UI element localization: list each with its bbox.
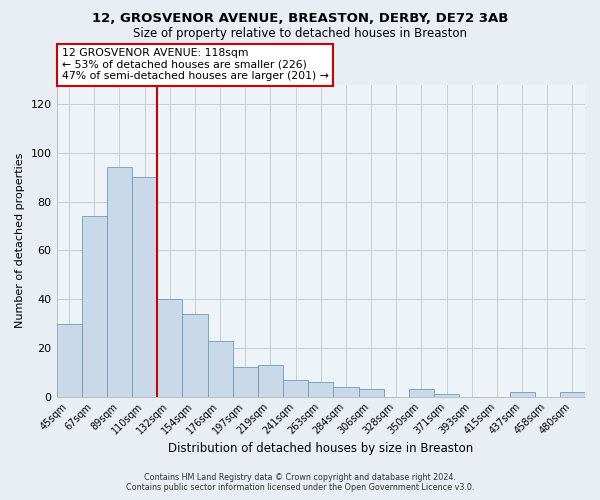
Bar [308, 382, 334, 397]
Bar [82, 216, 107, 397]
Bar [182, 314, 208, 397]
Text: Contains HM Land Registry data © Crown copyright and database right 2024.
Contai: Contains HM Land Registry data © Crown c… [126, 473, 474, 492]
Bar [157, 299, 182, 397]
Bar [56, 324, 82, 397]
X-axis label: Distribution of detached houses by size in Breaston: Distribution of detached houses by size … [168, 442, 473, 455]
Bar [132, 177, 157, 397]
Bar [509, 392, 535, 397]
Bar [409, 390, 434, 397]
Text: Size of property relative to detached houses in Breaston: Size of property relative to detached ho… [133, 28, 467, 40]
Bar [283, 380, 308, 397]
Text: 12, GROSVENOR AVENUE, BREASTON, DERBY, DE72 3AB: 12, GROSVENOR AVENUE, BREASTON, DERBY, D… [92, 12, 508, 26]
Bar [434, 394, 459, 397]
Bar [334, 387, 359, 397]
Bar [208, 340, 233, 397]
Text: 12 GROSVENOR AVENUE: 118sqm
← 53% of detached houses are smaller (226)
47% of se: 12 GROSVENOR AVENUE: 118sqm ← 53% of det… [62, 48, 329, 82]
Bar [107, 168, 132, 397]
Bar [560, 392, 585, 397]
Y-axis label: Number of detached properties: Number of detached properties [15, 153, 25, 328]
Bar [233, 368, 258, 397]
Bar [359, 390, 383, 397]
Bar [258, 365, 283, 397]
